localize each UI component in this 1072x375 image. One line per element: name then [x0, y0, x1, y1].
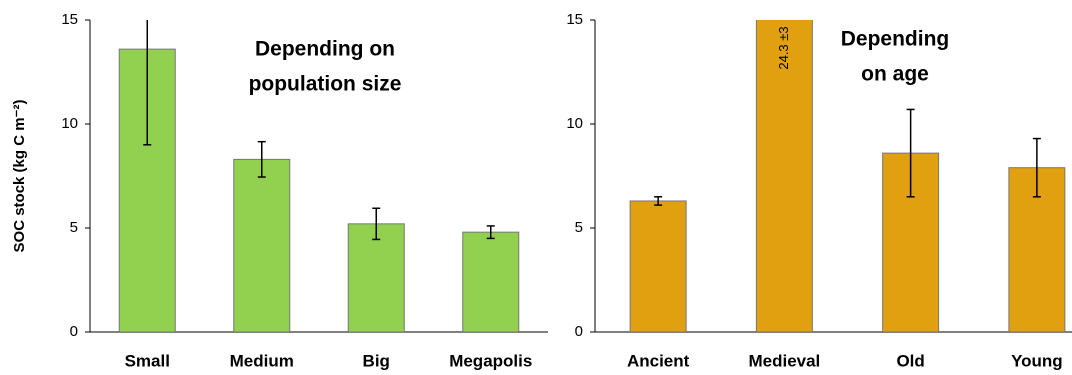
- x-tick-label: Medieval: [748, 351, 820, 370]
- x-tick-label: Old: [896, 351, 924, 370]
- annotation: population size: [249, 73, 402, 96]
- y-tick-label: 15: [61, 11, 78, 28]
- plot-area: [629, 20, 1066, 332]
- bar: [629, 200, 687, 332]
- y-tick-label: 0: [575, 323, 583, 340]
- y-axis-label: SOC stock (kg C m⁻²): [11, 100, 28, 253]
- x-tick-label: Megapolis: [449, 351, 532, 370]
- y-tick-label: 10: [566, 115, 583, 132]
- x-tick-label: Small: [125, 351, 170, 370]
- bar: [755, 20, 813, 332]
- y-tick-label: 5: [575, 219, 583, 236]
- y-tick-label: 5: [70, 219, 78, 236]
- bar: [347, 223, 405, 332]
- x-tick-label: Ancient: [627, 351, 690, 370]
- y-tick-label: 10: [61, 115, 78, 132]
- bar: [233, 158, 291, 332]
- x-tick-label: Big: [363, 351, 390, 370]
- x-tick-label: Young: [1011, 351, 1063, 370]
- value-label: 24.3 ±3: [776, 26, 791, 69]
- annotation: Depending on: [255, 38, 395, 61]
- bar: [462, 231, 520, 332]
- y-tick-label: 0: [70, 323, 78, 340]
- annotation: Depending: [841, 28, 950, 51]
- annotation: on age: [861, 63, 929, 86]
- plot-area: [118, 20, 520, 332]
- y-tick-label: 15: [566, 11, 583, 28]
- x-tick-label: Medium: [230, 351, 294, 370]
